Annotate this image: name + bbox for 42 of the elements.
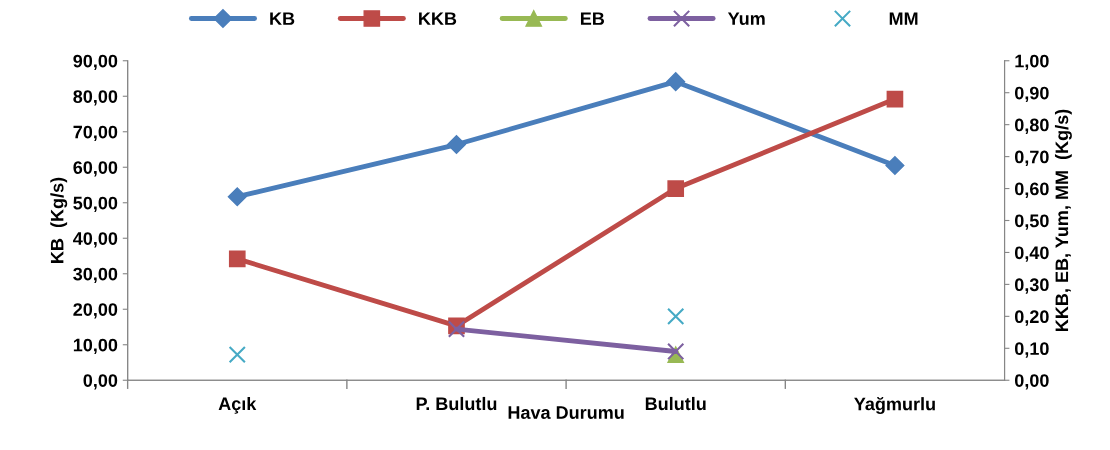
y-tick-label: 40,00 xyxy=(73,232,118,248)
x-tick-label: Açık xyxy=(218,396,257,414)
point xyxy=(666,72,686,92)
point xyxy=(228,250,246,268)
x-axis-title: Hava Durumu xyxy=(508,406,624,419)
y-tick-label: 90,00 xyxy=(73,54,118,71)
x-tick-label: Yağmurlu xyxy=(854,396,935,415)
y2-axis-title: KKB, EB, Yum, MM (Kg/s) xyxy=(1054,109,1072,331)
y2-tick-label: 0,00 xyxy=(1014,374,1049,390)
y2-tick-label: 0,50 xyxy=(1014,214,1049,230)
y-tick-label: 20,00 xyxy=(73,303,118,319)
y2-tick-label: 0,40 xyxy=(1014,246,1049,262)
point xyxy=(885,155,905,176)
y-tick-label: 30,00 xyxy=(73,267,118,284)
y2-tick-label: 0,90 xyxy=(1014,86,1049,103)
y2-tick-label: 0,20 xyxy=(1014,310,1049,326)
y-tick-label: 80,00 xyxy=(73,90,118,106)
point xyxy=(667,180,685,197)
point xyxy=(446,134,467,155)
y2-tick-label: 0,30 xyxy=(1014,278,1049,294)
y-tick-label: 60,00 xyxy=(73,161,118,177)
legend-label: EB xyxy=(580,12,605,25)
y-tick-label: 50,00 xyxy=(73,196,118,213)
point xyxy=(228,346,246,364)
point xyxy=(667,307,685,326)
y2-tick-label: 1,00 xyxy=(1015,54,1049,71)
legend-label: KB xyxy=(270,12,295,25)
y2-tick-label: 0,60 xyxy=(1014,182,1049,198)
y2-tick-label: 0,10 xyxy=(1014,342,1049,358)
y-tick-label: 70,00 xyxy=(73,125,118,142)
legend-label: Yum xyxy=(727,12,765,26)
y-axis-title: KB (Kg/s) xyxy=(50,177,68,263)
point xyxy=(886,90,904,108)
y-tick-label: 0,00 xyxy=(83,374,118,390)
legend-label: MM xyxy=(889,12,918,25)
legend-label: KKB xyxy=(419,12,457,25)
x-tick-label: Bulutlu xyxy=(645,396,706,411)
y2-tick-label: 0,80 xyxy=(1014,118,1049,134)
point xyxy=(227,187,247,207)
y-tick-label: 10,00 xyxy=(73,338,118,355)
x-tick-label: P. Bulutlu xyxy=(416,396,497,411)
y2-tick-label: 0,70 xyxy=(1014,150,1049,166)
